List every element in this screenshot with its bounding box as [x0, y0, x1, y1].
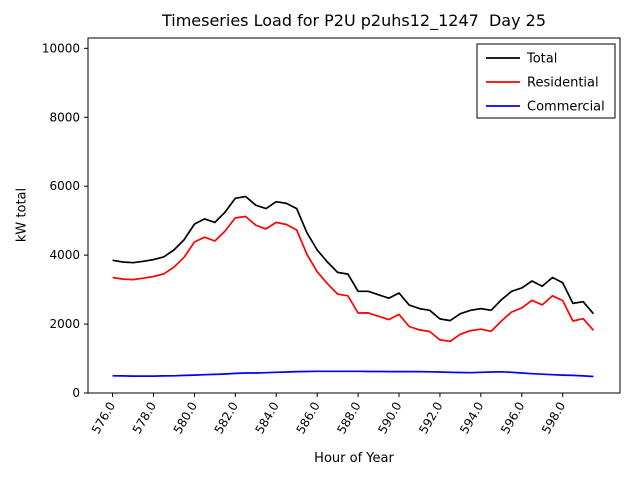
x-tick-label: 594.0 [457, 400, 486, 437]
legend-label-residential: Residential [527, 76, 599, 91]
y-tick-label: 2000 [49, 317, 80, 331]
legend-label-commercial: Commercial [527, 100, 605, 115]
series-line-commercial [112, 370, 594, 378]
y-tick-label: 10000 [42, 41, 80, 55]
series-line-total [112, 195, 595, 322]
x-tick-label: 578.0 [130, 400, 159, 437]
y-tick-label: 4000 [49, 248, 80, 262]
x-tick-label: 596.0 [498, 400, 527, 437]
x-tick-label: 588.0 [334, 400, 363, 437]
y-axis-label: kW total [14, 187, 30, 243]
y-tick-label: 8000 [49, 110, 80, 124]
x-tick-label: 592.0 [416, 400, 445, 437]
x-tick-label: 584.0 [253, 400, 282, 437]
y-tick-label: 6000 [49, 179, 80, 193]
x-tick-label: 590.0 [375, 400, 404, 437]
chart-title: Timeseries Load for P2U p2uhs12_1247 Day… [161, 11, 547, 30]
x-tick-label: 576.0 [89, 400, 118, 437]
x-axis-label: Hour of Year [314, 451, 394, 466]
x-tick-label: 580.0 [171, 400, 200, 437]
series-line-residential [112, 215, 595, 343]
legend-label-total: Total [526, 52, 557, 67]
x-tick-label: 582.0 [212, 400, 241, 437]
y-tick-label: 0 [72, 386, 80, 400]
x-tick-label: 586.0 [293, 400, 322, 437]
axes-frame [87, 37, 621, 394]
x-tick-label: 598.0 [539, 400, 568, 437]
